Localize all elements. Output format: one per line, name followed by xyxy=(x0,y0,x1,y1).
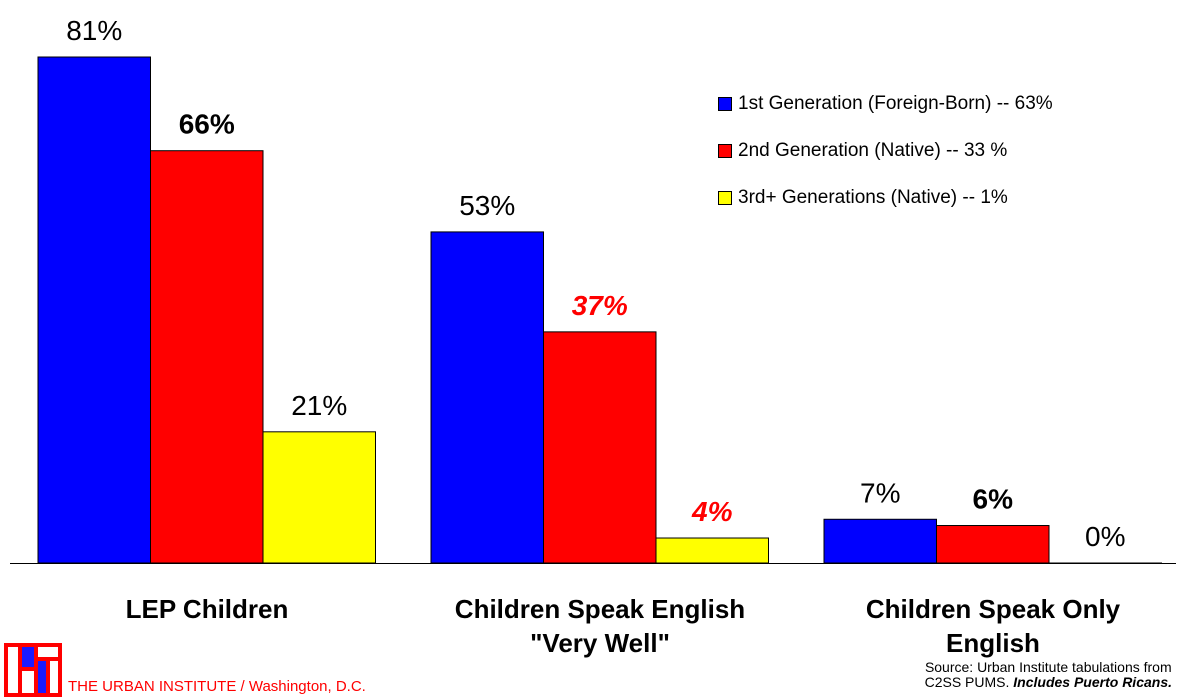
data-label-2-1: 6% xyxy=(973,484,1014,515)
legend-item-1: 2nd Generation (Native) -- 33 % xyxy=(718,139,1053,162)
bar-2-1 xyxy=(936,525,1050,564)
source-line-2-plain: C2SS PUMS. xyxy=(924,674,1014,690)
chart-legend: 1st Generation (Foreign-Born) -- 63% 2nd … xyxy=(718,92,1053,233)
urban-institute-logo xyxy=(4,643,62,697)
source-note: Source: Urban Institute tabulations from… xyxy=(925,660,1172,690)
legend-label-1: 2nd Generation (Native) -- 33 % xyxy=(738,139,1008,161)
data-label-2-2: 0% xyxy=(1085,521,1125,552)
bar-1-2 xyxy=(655,537,769,564)
data-label-1-0: 53% xyxy=(459,190,515,221)
bar-1-1 xyxy=(543,331,657,564)
legend-label-0: 1st Generation (Foreign-Born) -- 63% xyxy=(738,92,1053,114)
legend-swatch-0 xyxy=(718,96,732,111)
source-line-2-italic: Includes Puerto Ricans. xyxy=(1013,674,1172,690)
institute-footer: THE URBAN INSTITUTE / Washington, D.C. xyxy=(68,678,366,695)
source-line-1: Source: Urban Institute tabulations from xyxy=(924,659,1172,675)
bar-1-0 xyxy=(430,231,544,564)
legend-label-2: 3rd+ Generations (Native) -- 1% xyxy=(738,186,1008,208)
source-line-2: C2SS PUMS. Includes Puerto Ricans. xyxy=(925,675,1172,690)
legend-item-0: 1st Generation (Foreign-Born) -- 63% xyxy=(718,92,1053,115)
data-label-0-1: 66% xyxy=(179,109,235,140)
legend-swatch-1 xyxy=(718,143,732,158)
category-label-1: Children Speak English "Very Well" xyxy=(454,594,746,658)
data-label-0-0: 81% xyxy=(66,15,122,46)
legend-item-2: 3rd+ Generations (Native) -- 1% xyxy=(718,186,1053,209)
bar-0-2 xyxy=(262,431,376,564)
category-label-0: LEP Children xyxy=(125,594,289,624)
data-label-1-2: 4% xyxy=(691,496,733,527)
bar-0-1 xyxy=(150,150,264,564)
bar-0-0 xyxy=(37,56,151,564)
data-label-2-0: 7% xyxy=(860,477,900,508)
legend-swatch-2 xyxy=(718,190,732,205)
data-label-1-1: 37% xyxy=(572,290,628,321)
category-label-2: Children Speak Only English xyxy=(865,594,1121,658)
bar-2-0 xyxy=(823,518,937,564)
data-label-0-2: 21% xyxy=(291,390,347,421)
